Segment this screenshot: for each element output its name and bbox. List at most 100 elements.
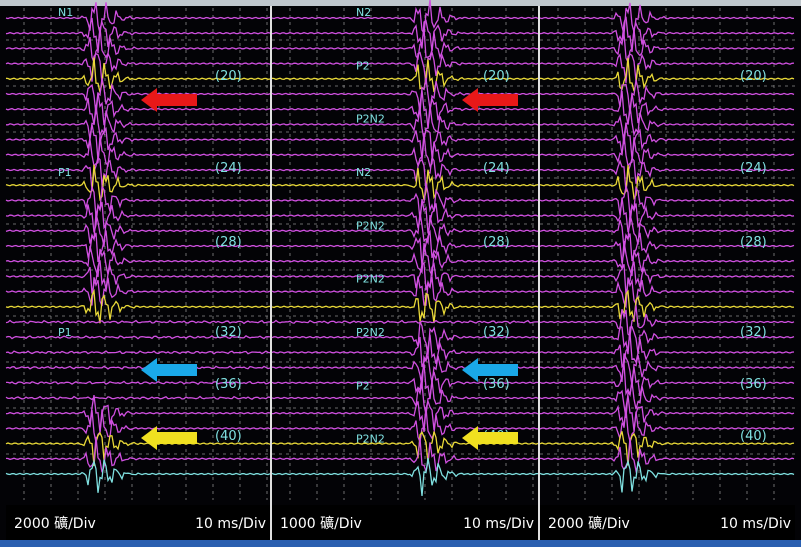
- trace: [5, 2, 271, 34]
- trace-marker: (24): [740, 161, 767, 176]
- trace: [271, 77, 538, 113]
- trace: [271, 321, 539, 356]
- trace-marker: (40): [215, 429, 242, 444]
- trace: [271, 168, 539, 201]
- trace: [271, 276, 539, 306]
- trace-marker: (40): [740, 429, 767, 444]
- trace: [5, 277, 271, 307]
- trace: [5, 135, 271, 168]
- footer-right: 10 ms/Div: [195, 516, 266, 532]
- footer-right: 10 ms/Div: [463, 516, 534, 532]
- trace: [5, 260, 271, 294]
- top-bezel: [0, 0, 801, 6]
- trace: [5, 213, 271, 247]
- trace-marker: (28): [215, 235, 242, 250]
- trace-label: P2N2: [356, 219, 385, 232]
- trace-label: P2N2: [356, 113, 385, 126]
- trace: [271, 363, 539, 400]
- trace: [6, 380, 271, 386]
- trace: [5, 431, 271, 466]
- trace-label: P2: [356, 59, 370, 72]
- trace: [5, 459, 271, 493]
- trace-marker: (20): [740, 69, 767, 84]
- trace-marker: (20): [483, 69, 510, 84]
- trace-marker: (32): [483, 325, 510, 340]
- panel: (20)(24)(28)(32)(36)(40)N2P2P2N2N2P2N2P2…: [271, 0, 540, 540]
- trace: [539, 79, 795, 114]
- trace-label: N2: [356, 166, 371, 179]
- trace: [539, 183, 795, 217]
- trace: [271, 59, 539, 93]
- trace: [539, 437, 795, 474]
- trace: [271, 292, 539, 324]
- trace: [539, 232, 795, 264]
- trace-marker: (24): [215, 161, 242, 176]
- trace: [271, 438, 539, 474]
- trace: [539, 305, 795, 338]
- trace-marker: (32): [215, 325, 242, 340]
- trace: [539, 395, 795, 431]
- trace-label: N2: [356, 6, 371, 19]
- trace-label: P2N2: [356, 326, 385, 339]
- trace-label: P1: [58, 326, 72, 339]
- trace: [271, 182, 539, 220]
- trace: [539, 213, 795, 248]
- trace: [271, 133, 539, 168]
- trace: [272, 104, 539, 140]
- trace: [539, 261, 795, 295]
- trace: [5, 51, 271, 84]
- trace: [539, 459, 795, 493]
- footer-bg: [540, 505, 795, 540]
- trace: [271, 51, 539, 85]
- trace: [539, 53, 795, 84]
- trace: [271, 398, 539, 433]
- trace: [539, 197, 795, 233]
- trace: [5, 245, 271, 278]
- trace: [271, 242, 539, 278]
- trace: [5, 164, 271, 202]
- trace: [539, 28, 795, 65]
- footer-bg: [272, 505, 538, 540]
- trace: [271, 380, 539, 415]
- trace: [271, 457, 539, 496]
- trace-marker: (28): [483, 235, 510, 250]
- trace: [5, 230, 271, 263]
- trace: [539, 241, 795, 277]
- trace: [271, 90, 539, 129]
- trace: [539, 431, 795, 466]
- trace: [539, 325, 795, 355]
- trace: [539, 353, 795, 387]
- arrow: [141, 88, 197, 112]
- trace: [271, 229, 539, 267]
- arrow: [462, 358, 518, 382]
- trace: [271, 212, 539, 246]
- trace: [271, 407, 538, 445]
- trace-marker: (28): [740, 235, 767, 250]
- trace: [539, 277, 795, 309]
- trace: [539, 91, 795, 125]
- trace: [5, 319, 271, 325]
- trace: [539, 363, 795, 398]
- trace: [5, 436, 271, 473]
- trace: [5, 92, 271, 126]
- trace-label: P1: [58, 166, 72, 179]
- trace-label: N1: [58, 6, 73, 19]
- arrow: [462, 88, 518, 112]
- trace: [539, 289, 795, 322]
- trace-label: P2N2: [356, 273, 385, 286]
- panels: (20) (24) (28) (32) (36) (40) N1 P1 P1 2000 礦/Div…: [5, 0, 795, 540]
- footer-right: 10 ms/Div: [720, 516, 791, 532]
- trace-marker: (20): [215, 69, 242, 84]
- trace: [539, 165, 795, 201]
- trace: [5, 288, 271, 324]
- trace: [5, 124, 271, 161]
- trace: [5, 184, 271, 217]
- trace: [5, 57, 271, 93]
- panel: (20) (24) (28) (32) (36) (40) 2000 礦/Div 10 ms/…: [539, 2, 795, 540]
- trace: [539, 134, 795, 168]
- trace: [539, 16, 795, 52]
- footer-bg: [6, 505, 270, 540]
